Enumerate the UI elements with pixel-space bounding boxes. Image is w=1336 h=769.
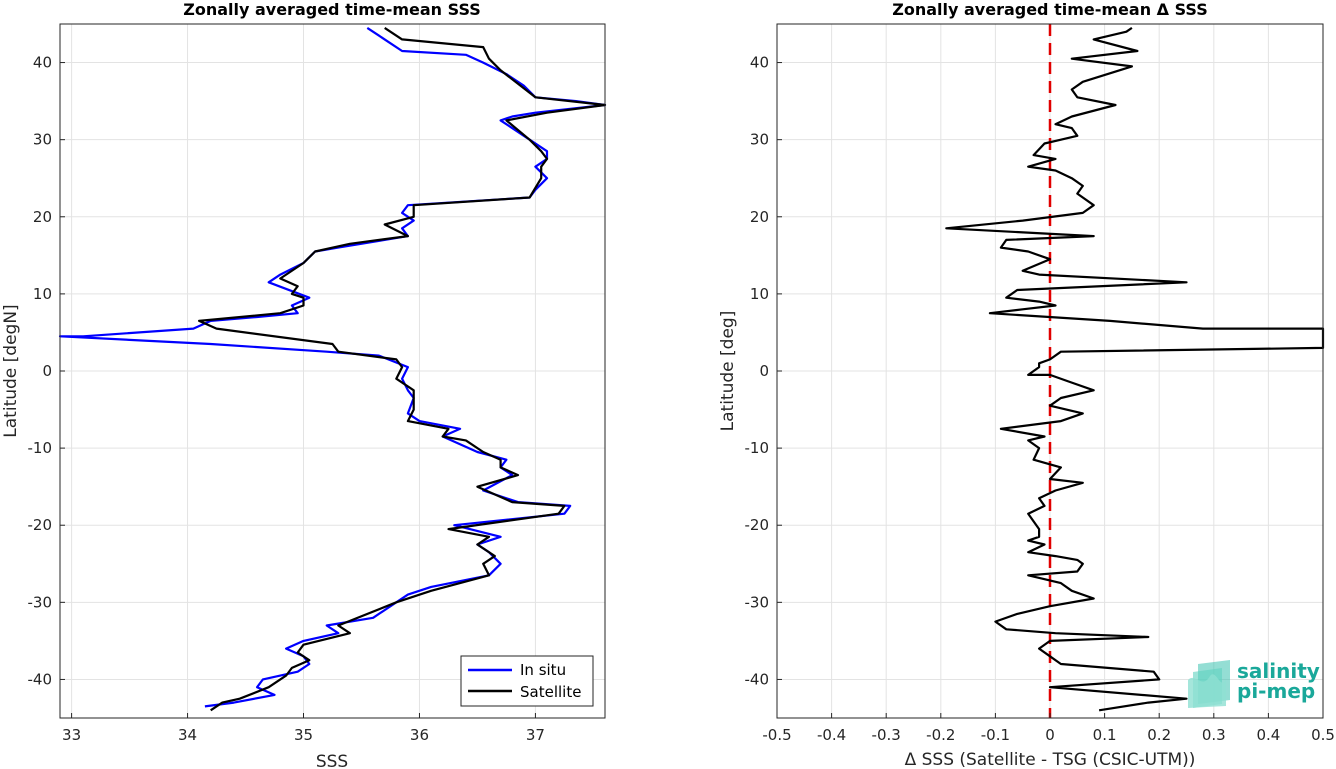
delta-sss-series-delta-line xyxy=(945,26,1325,712)
sss-x-tick-label: 37 xyxy=(526,726,545,744)
delta-sss-y-tick-label: -40 xyxy=(745,670,770,688)
delta-sss-x-tick-label: 0.3 xyxy=(1202,726,1226,744)
sss-y-tick-label: 40 xyxy=(33,54,52,72)
logo-mark-icon xyxy=(1188,660,1230,708)
delta-sss-y-tick-label: 20 xyxy=(750,208,769,226)
sss-panel: 33 34 35 36 37 -40 -30 -20 -10 0 10 20 30 40 Zonally … xyxy=(1,0,607,769)
sss-gridlines xyxy=(60,24,605,718)
sss-series-group xyxy=(58,26,607,712)
delta-sss-x-axis-label: Δ SSS (Satellite - TSG (CSIC-UTM)) xyxy=(905,750,1196,769)
logo-text-line2: pi-mep xyxy=(1237,679,1315,703)
delta-sss-panel: -0.5 -0.4 -0.3 -0.2 -0.1 0 0.1 0.2 0.3 0.4 0.5 -40 -… xyxy=(718,0,1335,769)
sss-series-satellite-line xyxy=(198,26,607,712)
sss-y-tick-label: -30 xyxy=(28,593,53,611)
delta-sss-x-tick-label: -0.4 xyxy=(817,726,846,744)
sss-y-tick-label: 20 xyxy=(33,208,52,226)
delta-sss-y-tick-label: 10 xyxy=(750,285,769,303)
sss-x-tick-label: 36 xyxy=(410,726,429,744)
delta-sss-y-tick-label: 40 xyxy=(750,54,769,72)
sss-series-in-situ-line xyxy=(58,26,607,708)
sss-tick-labels: 33 34 35 36 37 -40 -30 -20 -10 0 10 20 30 40 xyxy=(28,54,545,744)
delta-sss-x-tick-label: 0.4 xyxy=(1256,726,1280,744)
delta-sss-series-group xyxy=(945,24,1325,718)
delta-sss-y-tick-label: -30 xyxy=(745,593,770,611)
sss-x-tick-label: 33 xyxy=(62,726,81,744)
logo-text-line1: salinity xyxy=(1237,659,1320,683)
delta-sss-y-axis-label: Latitude [deg] xyxy=(718,311,738,432)
sss-y-tick-label: -40 xyxy=(28,670,53,688)
legend: In situ Satellite xyxy=(460,655,594,707)
sss-x-tick-label: 35 xyxy=(294,726,313,744)
delta-sss-x-tick-label: 0.1 xyxy=(1093,726,1117,744)
delta-sss-x-tick-label: 0.2 xyxy=(1147,726,1171,744)
sss-y-tick-label: -10 xyxy=(28,439,53,457)
delta-sss-x-tick-label: -0.1 xyxy=(981,726,1010,744)
delta-sss-x-tick-label: 0 xyxy=(1045,726,1055,744)
delta-sss-y-tick-label: -10 xyxy=(745,439,770,457)
legend-satellite-label: Satellite xyxy=(520,683,581,701)
delta-sss-x-tick-label: -0.5 xyxy=(762,726,791,744)
delta-sss-x-tick-label: 0.5 xyxy=(1311,726,1335,744)
sss-chart-title: Zonally averaged time-mean SSS xyxy=(183,0,481,19)
delta-sss-x-tick-label: -0.3 xyxy=(872,726,901,744)
delta-sss-y-tick-label: -20 xyxy=(745,516,770,534)
sss-x-axis-label: SSS xyxy=(316,752,348,769)
delta-sss-tick-labels: -0.5 -0.4 -0.3 -0.2 -0.1 0 0.1 0.2 0.3 0.4 0.5 -40 -… xyxy=(745,54,1335,744)
sss-y-tick-label: 0 xyxy=(42,362,52,380)
sss-y-tick-label: 30 xyxy=(33,131,52,149)
sss-y-axis-label: Latitude [degN] xyxy=(1,304,21,437)
delta-sss-chart-title: Zonally averaged time-mean Δ SSS xyxy=(892,0,1208,19)
sss-y-tick-label: 10 xyxy=(33,285,52,303)
sss-y-tick-label: -20 xyxy=(28,516,53,534)
legend-box xyxy=(460,655,594,707)
delta-sss-x-tick-label: -0.2 xyxy=(926,726,955,744)
delta-sss-y-tick-label: 30 xyxy=(750,131,769,149)
sss-x-tick-label: 34 xyxy=(178,726,197,744)
legend-insitu-label: In situ xyxy=(520,661,566,679)
delta-sss-y-tick-label: 0 xyxy=(759,362,769,380)
salinity-pi-mep-logo: salinity pi-mep xyxy=(1188,659,1320,708)
